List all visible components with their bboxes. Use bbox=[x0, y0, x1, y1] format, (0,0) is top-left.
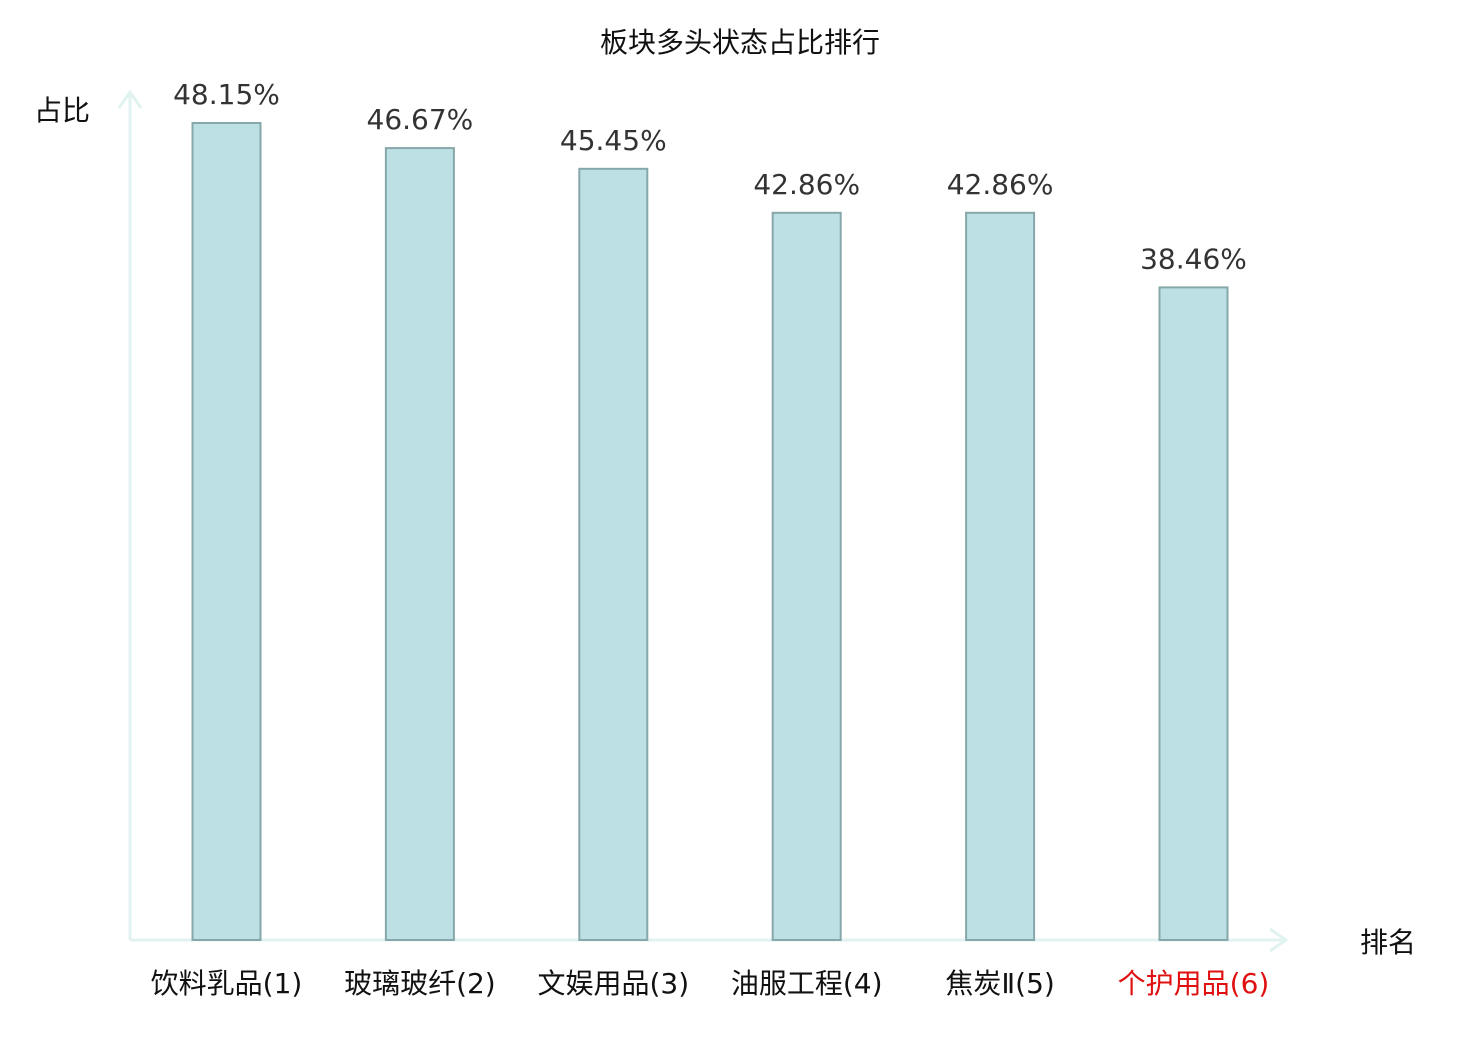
bar-value-label: 42.86% bbox=[753, 168, 860, 201]
bar-value-label: 42.86% bbox=[947, 168, 1054, 201]
bar bbox=[578, 167, 649, 942]
y-axis-label: 占比 bbox=[34, 94, 90, 127]
category-tick-label: 油服工程(4) bbox=[731, 967, 883, 1000]
chart-title: 板块多头状态占比排行 bbox=[600, 26, 880, 59]
bar bbox=[771, 211, 842, 942]
axes bbox=[117, 89, 1289, 953]
category-tick-label: 个护用品(6) bbox=[1118, 967, 1270, 1000]
category-tick-label: 玻璃玻纤(2) bbox=[344, 967, 496, 1000]
bar bbox=[191, 122, 262, 941]
bar-value-label: 48.15% bbox=[173, 78, 280, 111]
bar bbox=[965, 211, 1036, 942]
bars-group bbox=[191, 122, 1229, 942]
bar bbox=[1158, 286, 1229, 941]
x-axis-arrow bbox=[1269, 927, 1289, 953]
y-axis-arrow bbox=[117, 89, 143, 109]
bar-value-label: 38.46% bbox=[1140, 242, 1247, 275]
category-tick-label: 饮料乳品(1) bbox=[151, 967, 303, 1000]
x-axis-label: 排名 bbox=[1360, 926, 1416, 959]
category-tick-label: 焦炭Ⅱ(5) bbox=[945, 967, 1054, 1000]
value-labels-group: 48.15% 46.67% 45.45% 42.86% 42.86% 38.46% bbox=[173, 78, 1247, 275]
bar bbox=[384, 147, 455, 942]
category-labels-group: 饮料乳品(1) 玻璃玻纤(2) 文娱用品(3) 油服工程(4) 焦炭Ⅱ(5) 个护用品(6… bbox=[151, 967, 1270, 1000]
bar-value-label: 45.45% bbox=[560, 124, 667, 157]
bar-value-label: 46.67% bbox=[367, 103, 474, 136]
category-tick-label: 文娱用品(3) bbox=[537, 967, 689, 1000]
